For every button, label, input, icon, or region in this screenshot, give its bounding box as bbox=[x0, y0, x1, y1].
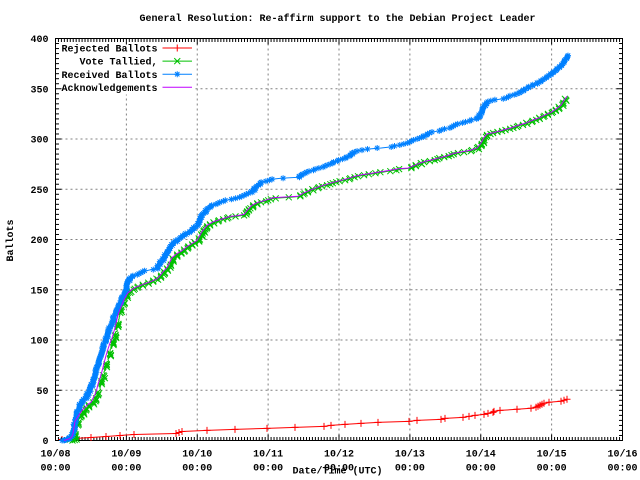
svg-text:00:00: 00:00 bbox=[324, 464, 354, 475]
svg-text:Received Ballots: Received Ballots bbox=[61, 70, 157, 82]
svg-text:00:00: 00:00 bbox=[40, 464, 70, 475]
svg-text:10/09: 10/09 bbox=[111, 449, 141, 461]
svg-text:Acknowledgements: Acknowledgements bbox=[61, 83, 157, 95]
svg-text:400: 400 bbox=[30, 35, 48, 46]
svg-text:50: 50 bbox=[36, 387, 48, 398]
svg-text:200: 200 bbox=[30, 236, 48, 247]
svg-text:00:00: 00:00 bbox=[607, 464, 637, 475]
svg-text:0: 0 bbox=[42, 437, 48, 448]
svg-text:10/10: 10/10 bbox=[182, 449, 212, 461]
svg-text:00:00: 00:00 bbox=[182, 464, 212, 475]
svg-text:00:00: 00:00 bbox=[395, 464, 425, 475]
svg-text:250: 250 bbox=[30, 186, 48, 197]
svg-text:Vote Tallied,: Vote Tallied, bbox=[79, 57, 157, 69]
svg-text:10/12: 10/12 bbox=[324, 449, 354, 461]
svg-text:10/13: 10/13 bbox=[395, 449, 425, 461]
svg-text:10/11: 10/11 bbox=[253, 449, 283, 461]
svg-text:300: 300 bbox=[30, 136, 48, 147]
svg-text:10/15: 10/15 bbox=[537, 449, 567, 461]
svg-text:00:00: 00:00 bbox=[466, 464, 496, 475]
svg-text:10/14: 10/14 bbox=[466, 449, 496, 461]
svg-text:10/08: 10/08 bbox=[40, 449, 70, 461]
svg-text:150: 150 bbox=[30, 286, 48, 297]
svg-text:100: 100 bbox=[30, 337, 48, 348]
svg-text:00:00: 00:00 bbox=[111, 464, 141, 475]
svg-text:350: 350 bbox=[30, 85, 48, 96]
svg-text:Ballots: Ballots bbox=[5, 219, 17, 261]
svg-text:General Resolution: Re-affirm: General Resolution: Re-affirm support to… bbox=[139, 13, 535, 25]
svg-text:00:00: 00:00 bbox=[537, 464, 567, 475]
svg-text:Rejected Ballots: Rejected Ballots bbox=[61, 44, 157, 56]
svg-text:00:00: 00:00 bbox=[253, 464, 283, 475]
svg-text:Date/Time (UTC): Date/Time (UTC) bbox=[292, 466, 382, 478]
svg-text:10/16: 10/16 bbox=[607, 449, 637, 461]
